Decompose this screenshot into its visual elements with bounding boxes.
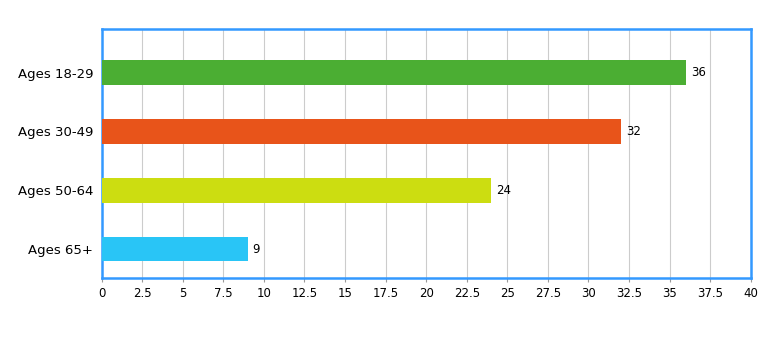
- Bar: [102, 237, 248, 261]
- Bar: [102, 119, 621, 144]
- Text: 24: 24: [496, 184, 511, 197]
- Bar: [102, 60, 686, 85]
- Text: 36: 36: [691, 66, 705, 79]
- Text: 32: 32: [626, 125, 640, 138]
- Text: 9: 9: [253, 242, 260, 256]
- Bar: [102, 178, 491, 203]
